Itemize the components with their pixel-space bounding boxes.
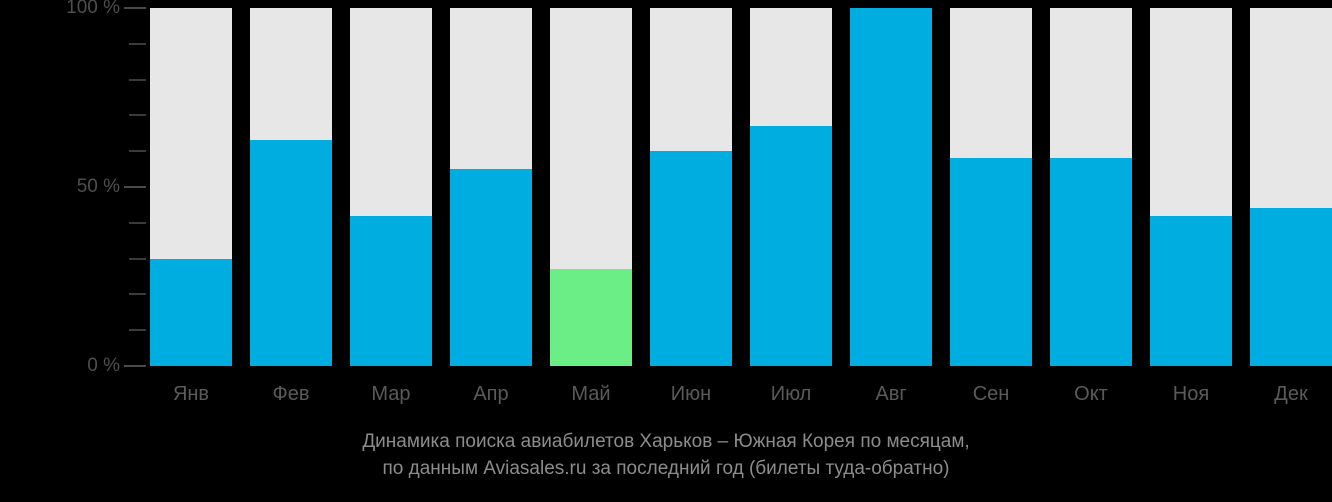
bar-group-авг[interactable] [850,8,932,366]
y-tick-0 [124,365,146,367]
y-tick-30 [129,257,146,260]
chart-caption: Динамика поиска авиабилетов Харьков – Юж… [0,428,1332,482]
x-axis-label-янв: Янв [172,383,210,405]
x-axis-label-апр: Апр [473,383,509,405]
bar-fill-сен[interactable] [950,158,1032,366]
y-tick-100 [124,7,146,9]
bar-group-апр[interactable] [450,8,532,366]
x-axis-label-июн: Июн [670,383,712,405]
bar-group-фев[interactable] [250,8,332,366]
y-tick-20 [129,293,146,296]
bar-fill-фев[interactable] [250,140,332,366]
x-axis-label-окт: Окт [1074,383,1108,405]
x-axis-label-июл: Июл [770,383,812,405]
y-tick-80 [129,78,146,81]
bar-fill-авг[interactable] [850,8,932,366]
caption-line-2: по данным Aviasales.ru за последний год … [382,458,950,479]
x-axis-label-дек: Дек [1274,383,1308,405]
bar-fill-дек[interactable] [1250,208,1332,366]
bar-fill-июл[interactable] [750,126,832,366]
x-axis-label-ноя: Ноя [1172,383,1210,405]
y-tick-40 [129,221,146,224]
y-tick-label-100: 100 % [66,0,120,18]
x-axis-label-мар: Мар [371,383,411,405]
y-tick-60 [129,150,146,153]
bar-group-мар[interactable] [350,8,432,366]
bar-group-июн[interactable] [650,8,732,366]
bar-group-окт[interactable] [1050,8,1132,366]
bar-fill-окт[interactable] [1050,158,1132,366]
bar-group-июл[interactable] [750,8,832,366]
x-axis-label-фев: Фев [272,383,310,405]
x-axis-label-авг: Авг [875,383,907,405]
x-axis-label-сен: Сен [972,383,1010,405]
bar-fill-май[interactable] [550,269,632,366]
y-tick-label-50: 50 % [76,176,120,197]
bar-fill-мар[interactable] [350,215,432,366]
bar-fill-ноя[interactable] [1150,215,1232,366]
x-axis-label-май: Май [571,383,611,405]
y-tick-label-0: 0 % [87,355,120,376]
bar-fill-июн[interactable] [650,151,732,366]
bar-group-сен[interactable] [950,8,1032,366]
bar-group-ноя[interactable] [1150,8,1232,366]
y-tick-50 [124,186,146,188]
caption-line-1: Динамика поиска авиабилетов Харьков – Юж… [362,431,970,452]
y-tick-90 [129,42,146,45]
bar-group-май[interactable] [550,8,632,366]
y-tick-10 [129,329,146,332]
y-axis: 100 % 50 % 0 % [0,0,146,502]
bar-group-дек[interactable] [1250,8,1332,366]
bar-fill-янв[interactable] [150,258,232,366]
bar-group-янв[interactable] [150,8,232,366]
bar-fill-апр[interactable] [450,169,532,366]
y-tick-70 [129,114,146,117]
